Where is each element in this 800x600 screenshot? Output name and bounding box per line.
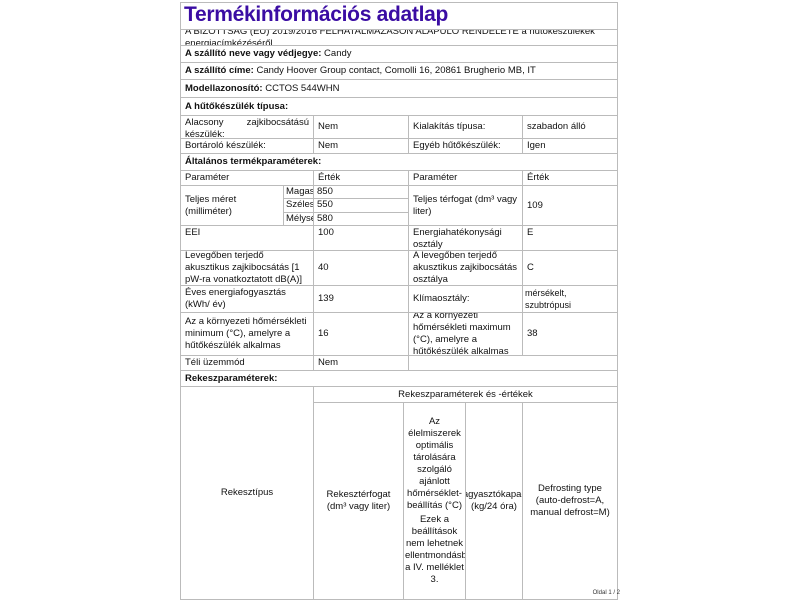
cell: 38 [522, 312, 618, 356]
defrost-type-header: Defrosting type (auto-defrost=A, manual … [522, 402, 618, 600]
cell: szabadon álló [522, 115, 618, 139]
cell: mérsékelt, szubtrópusi [522, 285, 618, 313]
winter-label: Téli üzemmód [180, 355, 314, 371]
header-cell: Érték [313, 170, 409, 186]
cell: Klímaosztály: [408, 285, 523, 313]
supplier-label: A szállító neve vagy védjegye: [185, 48, 322, 59]
winter-value: Nem [313, 355, 409, 371]
model-label: Modellazonosító: [185, 82, 263, 94]
header-cell: Paraméter [408, 170, 523, 186]
cell: Az a környezeti hőmérsékleti minimum (°C… [180, 312, 314, 356]
dim-value: 850 [313, 185, 409, 199]
address-value: Candy Hoover Group contact, Comolli 16, … [256, 65, 536, 76]
dim-label: Mélysé [283, 212, 314, 226]
address-label: A szállító címe: [185, 65, 254, 76]
cell: Az a környezeti hőmérsékleti maximum (°C… [408, 312, 523, 356]
model-row: Modellazonosító: CCTOS 544WHN [180, 79, 618, 98]
cell: 16 [313, 312, 409, 356]
cell: Nem [313, 138, 409, 154]
address-row: A szállító címe: Candy Hoover Group cont… [180, 62, 618, 80]
cell: Levegőben terjedő akusztikus zajkibocsát… [180, 250, 314, 286]
model-value: CCTOS 544WHN [265, 82, 340, 94]
compartment-heading: Rekeszparaméterek: [180, 370, 618, 387]
cell: EEI [180, 225, 314, 251]
subtitle: A BIZOTTSÁG (EU) 2019/2016 FELHATALMAZÁS… [180, 29, 618, 46]
cell: Egyéb hűtőkészülék: [408, 138, 523, 154]
empty-cell [408, 355, 618, 371]
cell: Bortároló készülék: [180, 138, 314, 154]
cell: Kialakítás típusa: [408, 115, 523, 139]
cell: 100 [313, 225, 409, 251]
cell: Éves energiafogyasztás (kWh/ év) [180, 285, 314, 313]
temperature-text: Az élelmiszerek optimális tárolására szo… [406, 416, 462, 511]
volume-header: Rekesztérfogat (dm³ vagy liter) [313, 402, 404, 600]
general-heading: Általános termékparaméterek: [180, 153, 618, 171]
cell: A levegőben terjedő akusztikus zajkibocs… [408, 250, 523, 286]
cell: Igen [522, 138, 618, 154]
volume-label: Teljes térfogat (dm³ vagy liter) [408, 185, 523, 226]
dim-label: Magass [283, 185, 314, 199]
cell: 40 [313, 250, 409, 286]
cell: 139 [313, 285, 409, 313]
temperature-header: Az élelmiszerek optimális tárolására szo… [403, 402, 466, 600]
cell: Alacsony zajkibocsátású készülék: [180, 115, 314, 139]
supplier-row: A szállító neve vagy védjegye: Candy [180, 45, 618, 63]
compartment-type-header: Rekesztípus [180, 386, 314, 600]
cell: Nem [313, 115, 409, 139]
temperature-note: Ezek a beállítások nem lehetnek ellentmo… [405, 514, 466, 585]
supplier-value: Candy [324, 48, 352, 59]
header-cell: Érték [522, 170, 618, 186]
page-number: Oldal 1 / 2 [592, 590, 620, 596]
type-heading: A hűtőkészülék típusa: [180, 97, 618, 116]
size-label: Teljes méret (milliméter) [180, 185, 284, 226]
cell: C [522, 250, 618, 286]
volume-value: 109 [522, 185, 618, 226]
cell: E [522, 225, 618, 251]
compartment-group-header: Rekeszparaméterek és -értékek [313, 386, 618, 403]
dim-label: Szélessé [283, 198, 314, 213]
dim-value: 550 [313, 198, 409, 213]
header-cell: Paraméter [180, 170, 314, 186]
page-title: Termékinformációs adatlap [184, 3, 449, 26]
dim-value: 580 [313, 212, 409, 226]
freezer-capacity-header: Fagyasztókapacit (kg/24 óra) [465, 402, 523, 600]
cell: Energiahatékonysági osztály [408, 225, 523, 251]
